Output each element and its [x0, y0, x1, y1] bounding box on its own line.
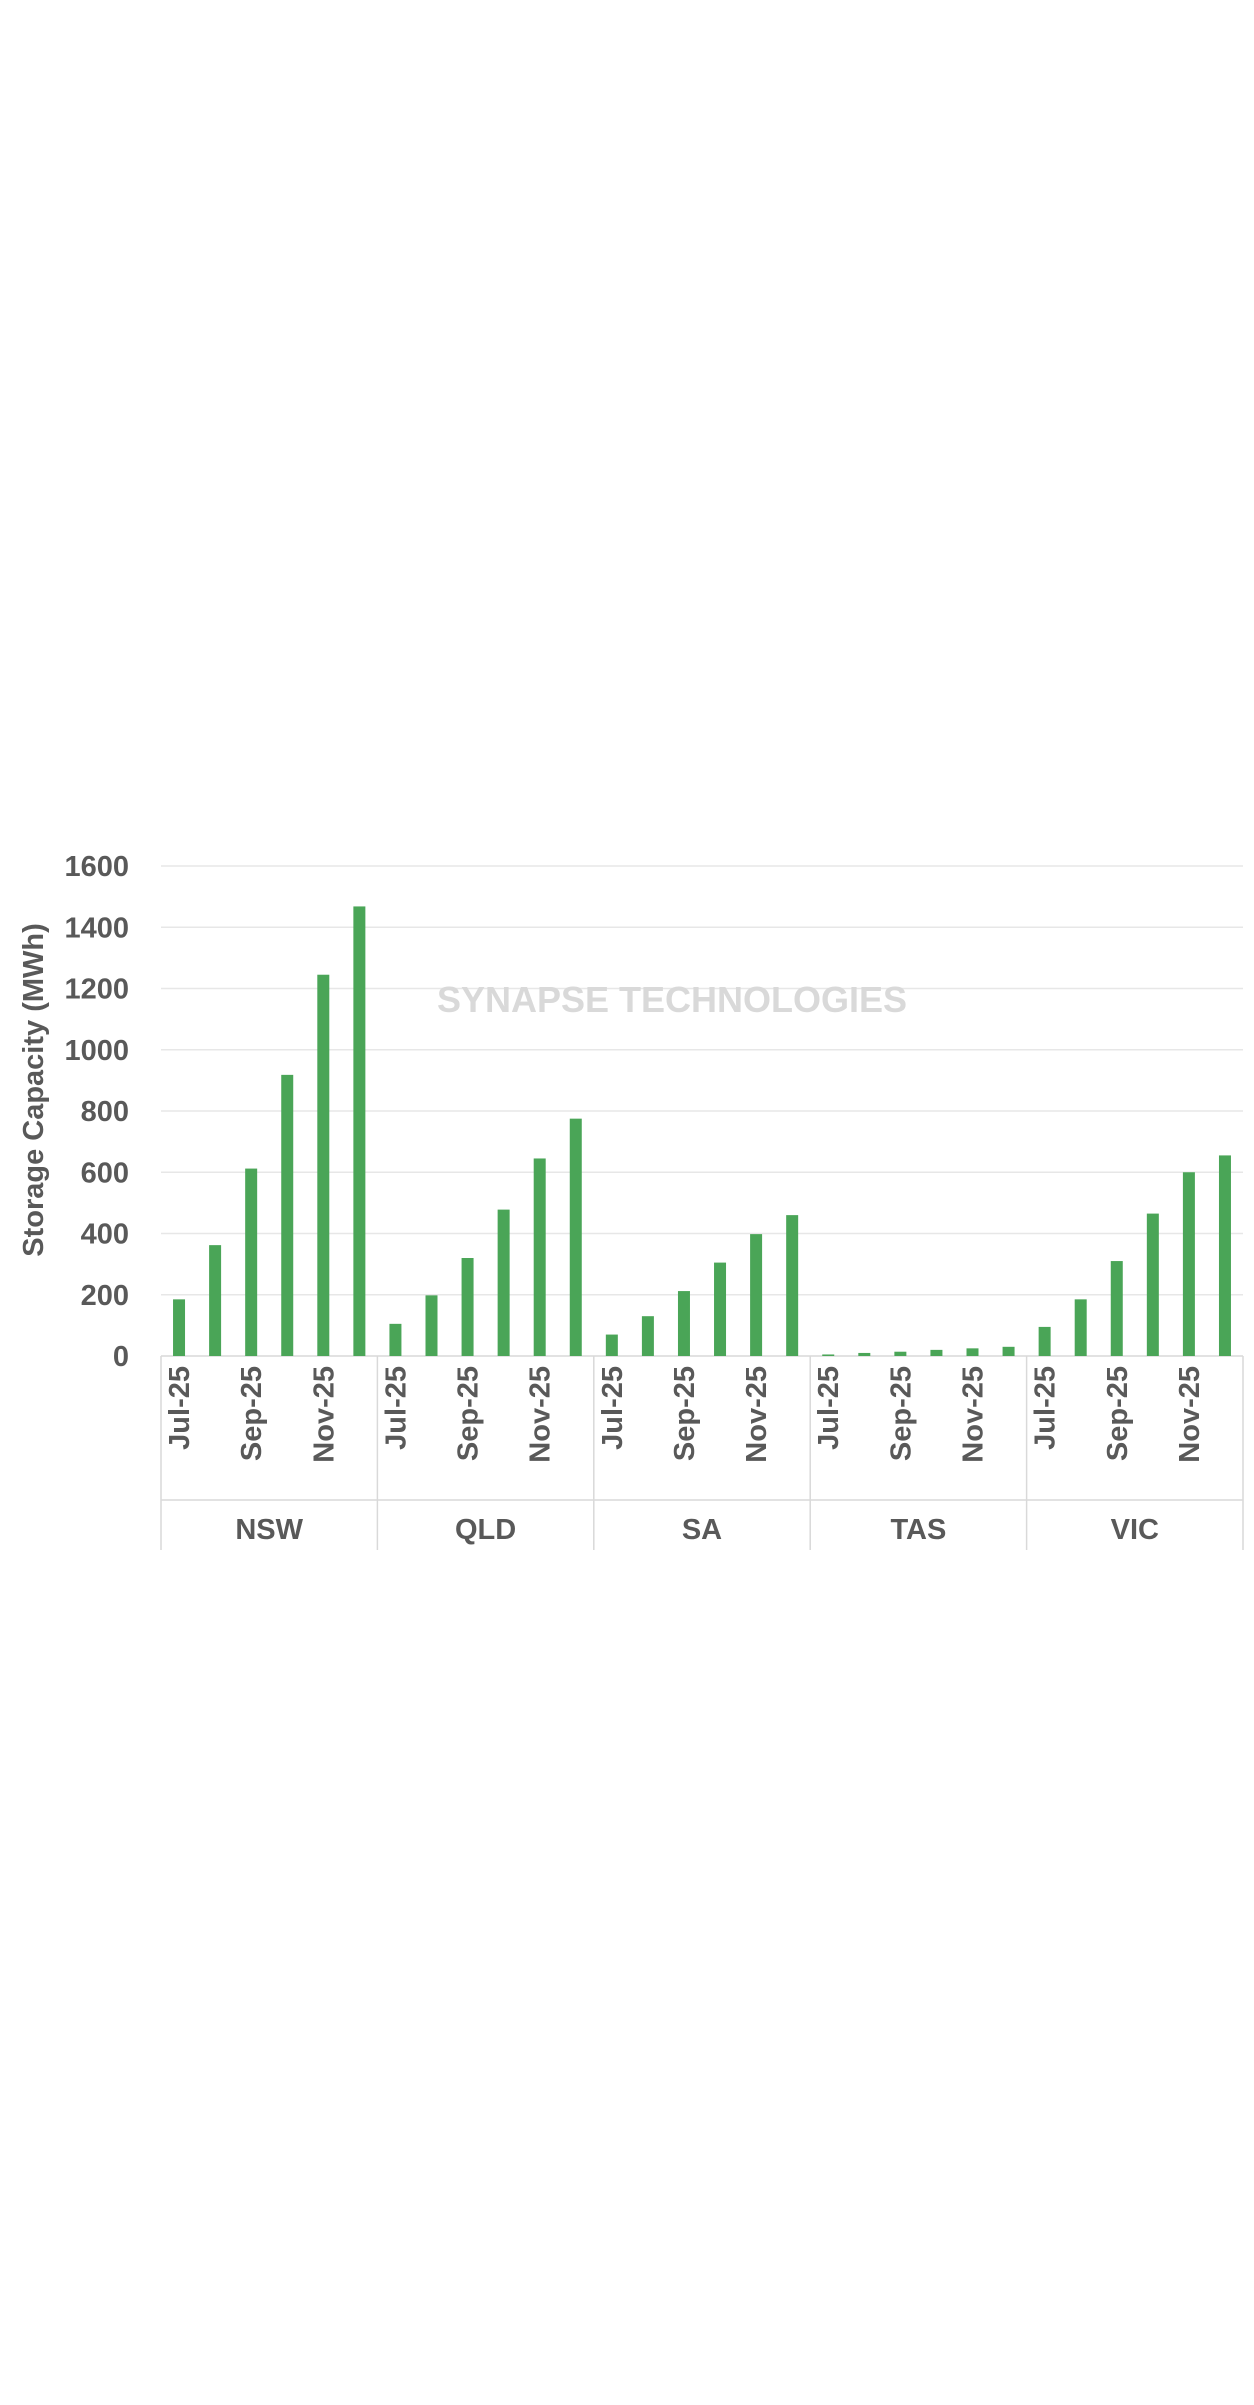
- x-month-label: Nov-25: [525, 1366, 557, 1463]
- bars: [173, 906, 1231, 1356]
- group-label-tas: TAS: [890, 1514, 946, 1546]
- x-month-label: Jul-25: [597, 1366, 629, 1450]
- x-month-label: Sep-25: [669, 1366, 701, 1461]
- bar-sa-jul-25: [605, 1334, 618, 1356]
- bar-sa-sep-25: [677, 1291, 690, 1356]
- x-month-label: Sep-25: [885, 1366, 917, 1461]
- bar-tas-aug-25: [858, 1352, 871, 1356]
- group-label-nsw: NSW: [235, 1514, 303, 1546]
- bar-tas-oct-25: [930, 1349, 943, 1356]
- x-month-label: Nov-25: [741, 1366, 773, 1463]
- x-month-label: Sep-25: [453, 1366, 485, 1461]
- bar-sa-nov-25: [750, 1234, 763, 1356]
- bar-sa-aug-25: [641, 1316, 654, 1356]
- bar-qld-jul-25: [389, 1323, 402, 1356]
- bar-qld-dec-25: [569, 1118, 582, 1356]
- x-month-label: Jul-25: [380, 1366, 412, 1450]
- bar-vic-aug-25: [1074, 1299, 1087, 1356]
- x-month-label: Nov-25: [1174, 1366, 1206, 1463]
- bar-tas-sep-25: [894, 1351, 907, 1356]
- bar-nsw-aug-25: [209, 1245, 222, 1356]
- y-tick-label: 600: [81, 1157, 129, 1189]
- y-tick-label: 1000: [64, 1035, 129, 1067]
- bar-sa-oct-25: [714, 1262, 727, 1356]
- y-tick-label: 400: [81, 1219, 129, 1251]
- bar-qld-nov-25: [533, 1158, 546, 1356]
- bar-nsw-sep-25: [245, 1168, 258, 1356]
- y-axis-title: Storage Capacity (MWh): [18, 923, 50, 1257]
- x-month-label: Jul-25: [164, 1366, 196, 1450]
- bar-nsw-nov-25: [317, 974, 330, 1356]
- bar-vic-nov-25: [1182, 1172, 1195, 1356]
- bar-tas-jul-25: [822, 1354, 835, 1356]
- bar-qld-sep-25: [461, 1258, 474, 1356]
- x-axis-group-labels: NSW QLD SA TAS VIC: [235, 1514, 1159, 1546]
- bar-nsw-jul-25: [173, 1299, 186, 1356]
- x-month-label: Nov-25: [308, 1366, 340, 1463]
- y-tick-label: 0: [113, 1341, 129, 1373]
- y-tick-label: 1200: [64, 974, 129, 1006]
- x-month-label: Sep-25: [236, 1366, 268, 1461]
- y-tick-label: 1400: [64, 912, 129, 944]
- bar-tas-dec-25: [1002, 1346, 1015, 1356]
- bar-vic-sep-25: [1110, 1261, 1123, 1356]
- group-label-qld: QLD: [455, 1514, 516, 1546]
- bar-vic-dec-25: [1218, 1155, 1231, 1356]
- y-axis-tick-labels: 0 200 400 600 800 1000 1200 1400 1600: [64, 851, 129, 1373]
- bar-nsw-oct-25: [281, 1074, 294, 1356]
- gridlines: [160, 865, 1244, 1550]
- x-month-label: Nov-25: [958, 1366, 990, 1463]
- bar-sa-dec-25: [786, 1215, 799, 1356]
- x-month-label: Sep-25: [1102, 1366, 1134, 1461]
- y-tick-label: 200: [81, 1280, 129, 1312]
- bar-qld-aug-25: [425, 1295, 438, 1356]
- x-month-label: Jul-25: [813, 1366, 845, 1450]
- watermark-text: SYNAPSE TECHNOLOGIES: [437, 979, 907, 1020]
- bar-qld-oct-25: [497, 1209, 510, 1356]
- bar-vic-jul-25: [1038, 1326, 1051, 1356]
- bar-vic-oct-25: [1146, 1213, 1159, 1356]
- y-tick-label: 1600: [64, 851, 129, 883]
- bar-nsw-dec-25: [353, 906, 366, 1356]
- group-label-vic: VIC: [1111, 1514, 1159, 1546]
- x-axis-month-labels: Jul-25 Sep-25 Nov-25 Jul-25 Sep-25 Nov-25 Jul-…: [164, 1366, 1206, 1463]
- y-tick-label: 800: [81, 1096, 129, 1128]
- group-label-sa: SA: [682, 1514, 722, 1546]
- bar-tas-nov-25: [966, 1348, 979, 1356]
- x-month-label: Jul-25: [1030, 1366, 1062, 1450]
